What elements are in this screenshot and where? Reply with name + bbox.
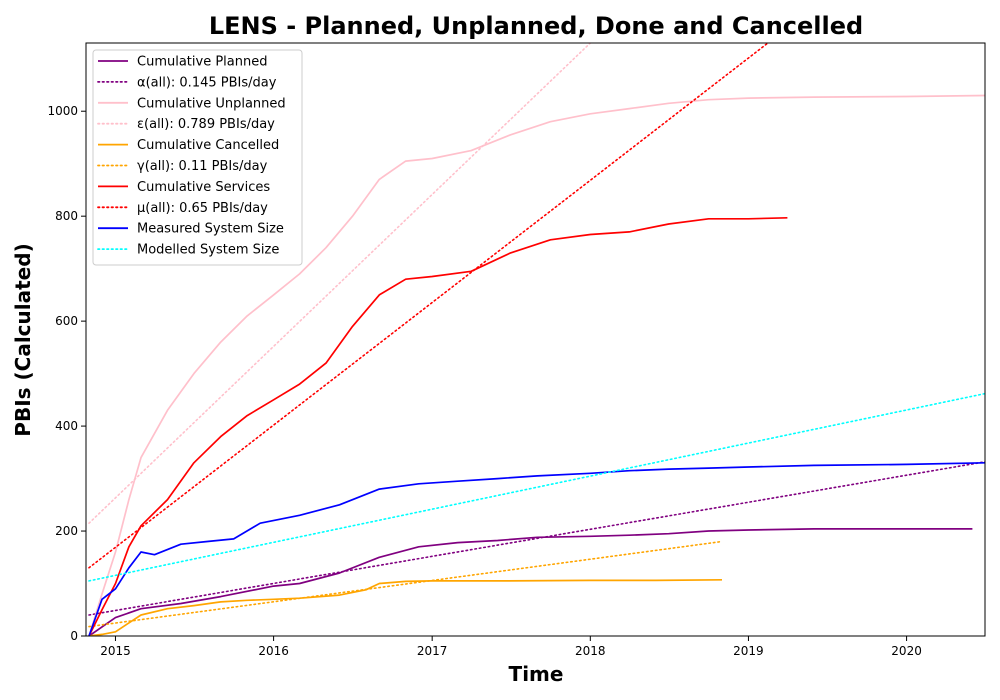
y-tick-label: 1000 [47,104,78,118]
y-axis-label: PBIs (Calculated) [11,243,35,436]
x-tick-label: 2018 [575,644,606,658]
series-line-all-0-65-pbis-day [88,43,769,569]
legend-label: Cumulative Planned [137,55,267,70]
series-line-cumulative-services [88,216,788,636]
x-tick-label: 2016 [258,644,289,658]
series-line-cumulative-cancelled [88,578,723,636]
series-line-cumulative-unplanned [88,94,985,636]
legend: Cumulative Planned α(all): 0.145 PBIs/day… [92,49,303,266]
series-line-all-0-789-pbis-day [88,43,592,525]
x-axis-label: Time [509,662,564,686]
legend-label: Cumulative Unplanned [137,96,286,111]
legend-label: α(all): 0.145 PBIs/day [137,75,277,90]
x-tick-label: 2019 [733,644,764,658]
x-tick-label: 2017 [417,644,448,658]
series-line-modelled-system-size [88,392,985,582]
series-line-all-0-145-pbis-day [88,460,985,616]
legend-label: Cumulative Services [137,180,270,195]
series-line-all-0-11-pbis-day [88,540,723,628]
series-layer [88,43,985,636]
x-tick-label: 2020 [891,644,922,658]
y-tick-label: 0 [70,629,78,643]
x-tick-label: 2015 [100,644,131,658]
y-tick-label: 600 [55,314,78,328]
legend-label: Cumulative Cancelled [137,138,279,153]
chart-title: LENS - Planned, Unplanned, Done and Canc… [209,12,863,40]
legend-label: γ(all): 0.11 PBIs/day [137,159,268,174]
tick-layer: 2015 2016 2017 2018 2019 2020 0 200 400 600 800 100… [47,104,921,658]
legend-label: Modelled System Size [137,243,279,258]
legend-label: ε(all): 0.789 PBIs/day [137,117,275,132]
y-tick-label: 400 [55,419,78,433]
y-tick-label: 200 [55,524,78,538]
series-line-measured-system-size [88,461,985,636]
legend-label: μ(all): 0.65 PBIs/day [137,201,268,216]
legend-box [92,49,303,266]
y-tick-label: 800 [55,209,78,223]
plot-area-frame [85,42,986,637]
legend-label: Measured System Size [137,222,284,237]
series-line-cumulative-planned [88,528,973,636]
